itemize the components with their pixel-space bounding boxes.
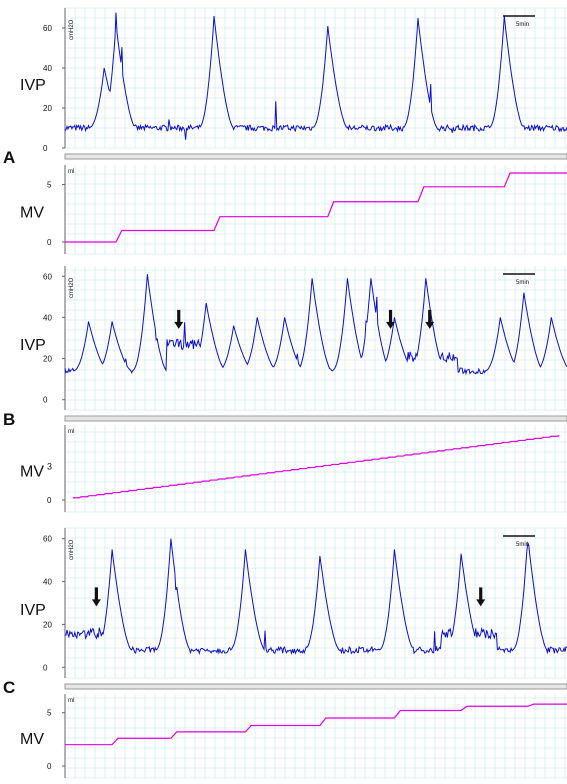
mv-trace-a bbox=[65, 172, 567, 243]
ivp-trace-c bbox=[64, 538, 567, 656]
mv-grid-b bbox=[64, 425, 567, 513]
ivp-tick-label: 40 bbox=[43, 313, 52, 322]
mv-tick-label: 0 bbox=[47, 496, 52, 505]
mv-axis-title: MV bbox=[20, 464, 44, 481]
ivp-tick-label: 0 bbox=[43, 663, 48, 672]
ivp-tick-label: 40 bbox=[43, 578, 52, 587]
mv-tick-label: 5 bbox=[47, 181, 52, 190]
scale-bar-label: 5min bbox=[516, 280, 529, 286]
ivp-tick-label: 0 bbox=[43, 144, 48, 153]
arrow-icon bbox=[91, 587, 101, 607]
panel-separator bbox=[64, 683, 567, 690]
panel-letter-b: B bbox=[3, 410, 15, 429]
panel-separator bbox=[64, 153, 567, 160]
mv-grid-a bbox=[64, 165, 567, 255]
mv-unit-label: ml bbox=[68, 698, 74, 704]
panel-separator bbox=[64, 415, 567, 422]
ivp-tick-label: 60 bbox=[43, 535, 52, 544]
ivp-trace-a bbox=[64, 12, 567, 140]
arrow-icon bbox=[386, 309, 396, 329]
ivp-tick-label: 20 bbox=[43, 104, 52, 113]
ivp-tick-label: 60 bbox=[43, 24, 52, 33]
ivp-unit-label: cmH2O bbox=[69, 19, 75, 40]
ivp-tick-label: 20 bbox=[43, 355, 52, 364]
mv-grid-c bbox=[64, 694, 567, 779]
ivp-unit-label: cmH2O bbox=[69, 277, 75, 298]
mv-unit-label: ml bbox=[68, 169, 74, 175]
mv-axis-title: MV bbox=[20, 205, 44, 222]
panel-letter-a: A bbox=[3, 148, 15, 167]
scale-bar-label: 5min bbox=[516, 22, 529, 28]
ivp-tick-label: 0 bbox=[43, 396, 48, 405]
mv-trace-c bbox=[65, 703, 567, 746]
mv-tick-label: 0 bbox=[47, 238, 52, 247]
ivp-axis-title: IVP bbox=[20, 337, 46, 354]
ivp-tick-label: 20 bbox=[43, 620, 52, 629]
ivp-tick-label: 40 bbox=[43, 64, 52, 73]
ivp-grid-a bbox=[64, 7, 567, 149]
arrow-icon bbox=[174, 309, 184, 329]
mv-tick-label: 0 bbox=[47, 762, 52, 771]
mv-axis-superscript: 3 bbox=[47, 462, 52, 472]
ivp-axis-title: IVP bbox=[20, 77, 46, 94]
mv-tick-label: 5 bbox=[47, 709, 52, 718]
ivp-grid-b bbox=[64, 266, 567, 411]
scale-bar-label: 5min bbox=[516, 542, 529, 548]
panel-letter-c: C bbox=[3, 678, 15, 697]
mv-unit-label: ml bbox=[68, 429, 74, 435]
ivp-axis-title: IVP bbox=[20, 602, 46, 619]
mv-trace-b bbox=[72, 434, 560, 499]
ivp-tick-label: 60 bbox=[43, 272, 52, 281]
arrow-icon bbox=[425, 309, 435, 329]
arrow-icon bbox=[476, 587, 486, 607]
mv-axis-title: MV bbox=[20, 731, 44, 748]
ivp-trace-b bbox=[64, 274, 567, 376]
ivp-unit-label: cmH2O bbox=[69, 539, 75, 560]
